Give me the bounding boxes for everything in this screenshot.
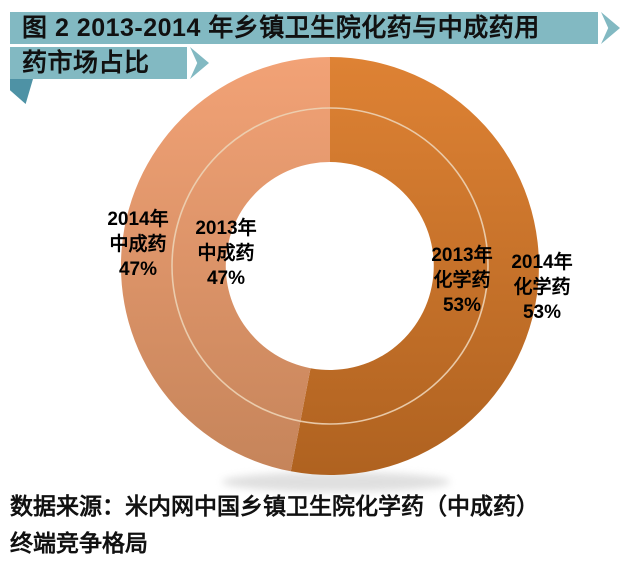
title-banner-line1: 图 2 2013-2014 年乡镇卫生院化药与中成药用 bbox=[10, 12, 598, 44]
donut-shadow bbox=[222, 472, 450, 492]
donut-segment-2014年-化学药 bbox=[290, 57, 539, 475]
ring-separator-line bbox=[171, 107, 489, 425]
data-source-note: 数据来源：米内网中国乡镇卫生院化学药（中成药） 终端竞争格局 bbox=[10, 488, 539, 562]
data-source-line2: 终端竞争格局 bbox=[10, 530, 148, 556]
donut-segment-2014年-中成药 bbox=[120, 56, 330, 472]
donut-segment-2013年-化学药 bbox=[300, 108, 489, 425]
chart-label-2013-chem: 2013年 化学药 53% bbox=[431, 245, 493, 316]
page-title-line1: 图 2 2013-2014 年乡镇卫生院化药与中成药用 bbox=[22, 14, 540, 42]
donut-segment-2013年-中成药 bbox=[172, 108, 330, 422]
data-source-line1: 数据来源：米内网中国乡镇卫生院化学药（中成药） bbox=[10, 493, 539, 519]
page-title-line2: 药市场占比 bbox=[22, 49, 150, 77]
chart-label-2014-tcm: 2014年 中成药 47% bbox=[107, 209, 169, 280]
chart-label-2014-chem: 2014年 化学药 53% bbox=[511, 252, 573, 323]
chart-label-2013-tcm: 2013年 中成药 47% bbox=[195, 218, 257, 289]
title-banner-line2: 药市场占比 bbox=[10, 47, 187, 79]
